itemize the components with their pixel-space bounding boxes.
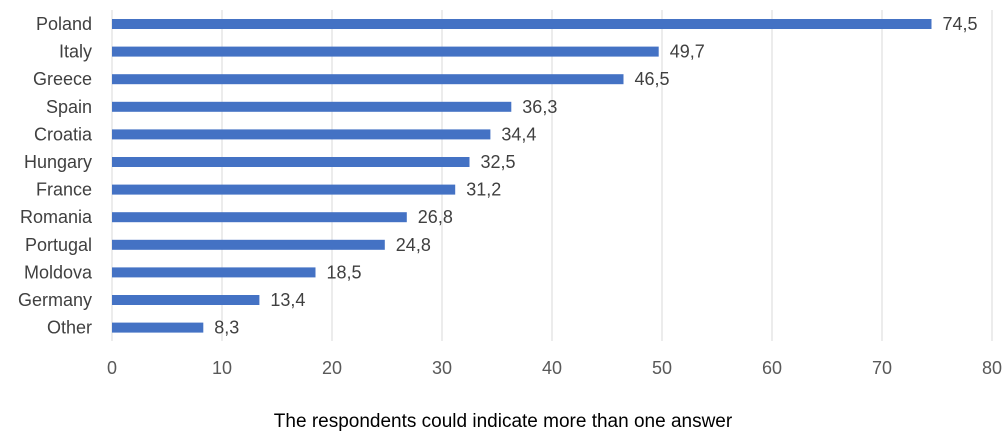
value-label: 13,4 [270,290,305,310]
bar [112,295,260,305]
bar-chart: Poland Italy Greece Spain Croatia Hungary Fran… [18,10,1002,378]
bar [112,46,659,57]
category-label: Croatia [34,124,93,144]
x-tick-label: 80 [982,358,1002,378]
bars [112,19,932,333]
category-label: Moldova [24,262,93,282]
value-label: 46,5 [635,69,670,89]
x-tick-label: 20 [322,358,342,378]
value-label: 8,3 [214,318,239,338]
category-label: Hungary [24,152,92,172]
bar [112,322,204,333]
value-label: 32,5 [481,152,516,172]
x-tick-label: 50 [652,358,672,378]
category-label: Portugal [25,235,92,255]
category-label: Germany [18,290,92,310]
value-label: 24,8 [396,235,431,255]
x-axis-ticks: 0 10 20 30 40 50 60 70 80 [107,358,1002,378]
value-label: 34,4 [501,124,536,144]
x-tick-label: 30 [432,358,452,378]
x-tick-label: 40 [542,358,562,378]
gridlines [111,10,993,341]
value-label: 31,2 [466,180,501,200]
category-label: Greece [33,69,92,89]
bar [112,239,385,250]
category-label: Italy [59,42,92,62]
value-label: 36,3 [522,97,557,117]
bar [112,157,470,167]
category-labels: Poland Italy Greece Spain Croatia Hungary Fran… [18,14,93,338]
bar [112,129,491,140]
category-label: Spain [46,97,92,117]
value-labels: 74,5 49,746,5 36,3 34,4 32,5 31,2 26,8 24,8 18,5… [214,14,977,338]
bar [112,184,456,195]
category-label: France [36,180,92,200]
bar [112,212,407,223]
category-label: Romania [20,207,93,227]
value-label: 26,8 [418,207,453,227]
x-tick-label: 60 [762,358,782,378]
value-label: 18,5 [327,262,362,282]
value-label: 49,7 [670,42,705,62]
bar [112,101,512,112]
x-tick-label: 10 [212,358,232,378]
category-label: Other [47,318,92,338]
value-label: 74,5 [943,14,978,34]
category-label: Poland [36,14,92,34]
footnote: The respondents could indicate more than… [273,411,733,432]
bar [112,267,316,278]
bar [112,74,624,85]
bar [112,19,932,29]
x-tick-label: 0 [107,358,117,378]
x-tick-label: 70 [872,358,892,378]
